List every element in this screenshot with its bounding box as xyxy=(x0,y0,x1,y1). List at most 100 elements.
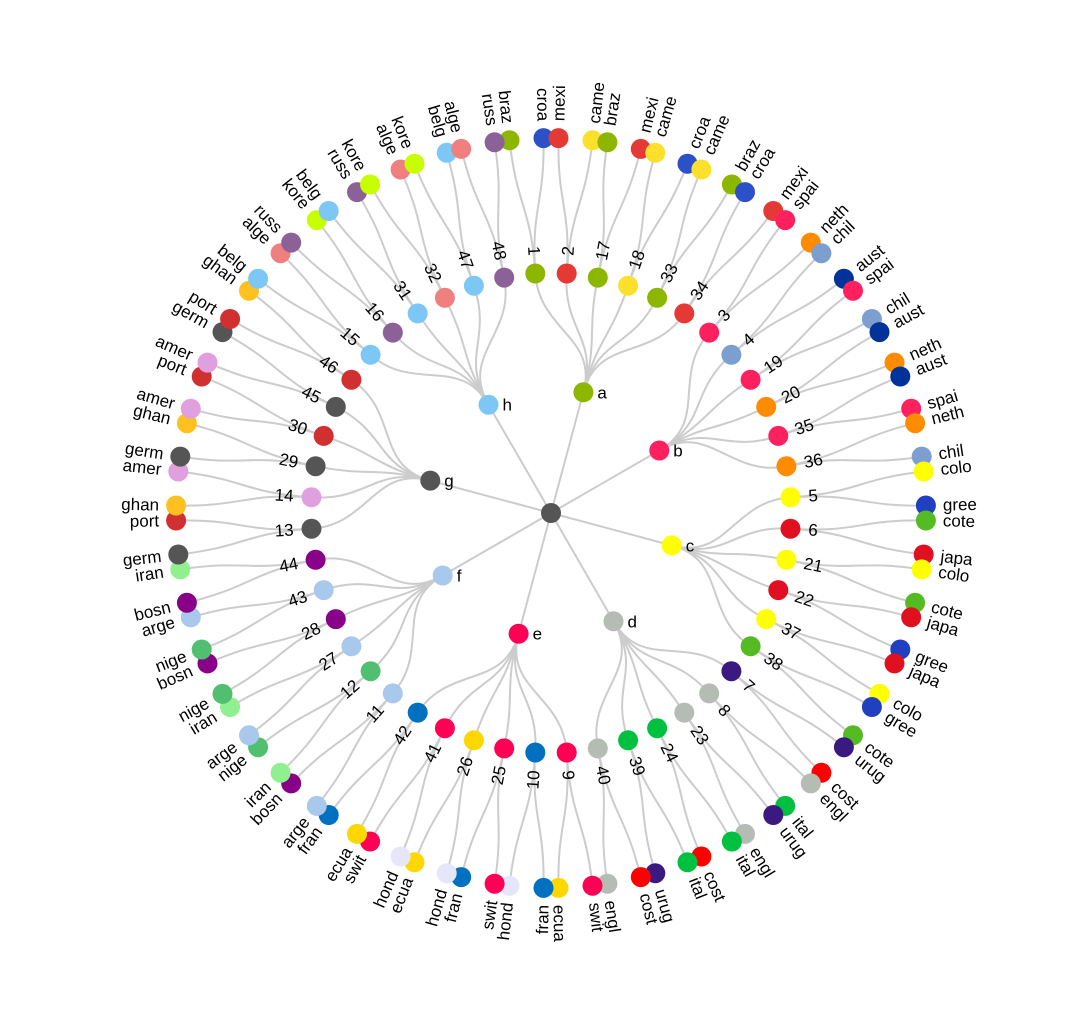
match-team-link xyxy=(229,645,352,708)
match-label-30: 30 xyxy=(286,415,310,439)
match-node-3 xyxy=(699,322,720,343)
match-team-link xyxy=(399,169,446,299)
match-team-link xyxy=(708,692,786,807)
team-label-amer: amer xyxy=(122,456,163,479)
match-label-9: 9 xyxy=(558,770,578,781)
team-node-aust xyxy=(869,322,890,343)
match-team-link xyxy=(493,142,506,278)
team-label-croa: croa xyxy=(533,88,553,122)
match-node-12 xyxy=(360,661,381,682)
match-team-link xyxy=(627,163,689,287)
team-node-came xyxy=(582,130,603,151)
match-node-6 xyxy=(780,518,801,539)
match-team-link xyxy=(180,558,316,571)
root-group-link xyxy=(550,512,615,622)
match-team-link xyxy=(460,748,506,878)
match-node-17 xyxy=(587,267,608,288)
match-node-34 xyxy=(674,303,695,324)
match-team-link xyxy=(508,752,537,886)
team-node-croa xyxy=(735,182,755,203)
match-node-26 xyxy=(463,730,484,751)
match-label-28: 28 xyxy=(298,619,323,644)
root-node xyxy=(541,503,561,523)
group-match-link xyxy=(612,620,710,695)
match-label-45: 45 xyxy=(298,382,323,407)
team-label-braz: braz xyxy=(601,91,625,127)
group-match-link xyxy=(612,620,733,672)
team-node-swit xyxy=(484,873,505,894)
team-node-hond xyxy=(436,863,457,884)
match-label-14: 14 xyxy=(274,485,294,505)
team-label-ecua: ecua xyxy=(549,905,569,943)
root-group-link xyxy=(550,449,660,514)
team-node-colo xyxy=(913,461,934,482)
team-node-amer xyxy=(168,461,189,482)
group-node-h xyxy=(478,394,499,415)
match-node-5 xyxy=(780,487,801,508)
team-node-gree xyxy=(861,697,882,717)
match-team-link xyxy=(207,361,337,408)
group-node-a xyxy=(573,382,594,403)
team-node-alge xyxy=(451,138,472,159)
team-node-chil xyxy=(911,446,932,467)
match-label-32: 32 xyxy=(420,260,445,285)
match-label-33: 33 xyxy=(657,260,682,285)
match-team-link xyxy=(508,140,537,274)
match-node-35 xyxy=(768,425,789,446)
team-node-cote xyxy=(915,510,936,531)
match-node-8 xyxy=(699,683,720,704)
match-node-41 xyxy=(434,718,455,739)
match-label-43: 43 xyxy=(286,587,310,611)
team-node-belg xyxy=(248,268,269,289)
team-label-iran: iran xyxy=(134,563,165,586)
group-match-link xyxy=(369,354,490,406)
group-node-d xyxy=(603,611,624,632)
match-node-1 xyxy=(525,263,546,284)
match-team-link xyxy=(790,495,926,507)
match-team-link xyxy=(186,558,316,604)
group-match-link xyxy=(534,273,587,393)
match-team-link xyxy=(708,692,812,785)
match-team-link xyxy=(279,670,372,774)
team-node-belg xyxy=(318,201,339,221)
match-node-32 xyxy=(434,287,455,308)
match-team-link xyxy=(708,241,812,334)
match-node-2 xyxy=(556,263,577,284)
group-match-link xyxy=(658,354,733,452)
match-node-4 xyxy=(721,344,742,365)
match-team-link xyxy=(201,375,325,437)
team-node-braz xyxy=(597,132,618,153)
group-match-link xyxy=(515,633,568,753)
team-node-port xyxy=(220,309,241,329)
team-node-arge xyxy=(306,795,327,816)
team-node-came xyxy=(645,142,666,163)
match-label-22: 22 xyxy=(792,587,816,611)
team-node-came xyxy=(691,159,712,180)
group-match-link xyxy=(311,477,431,530)
match-node-36 xyxy=(776,456,797,477)
team-label-swit: swit xyxy=(585,902,607,933)
group-match-link xyxy=(335,406,431,482)
match-team-link xyxy=(627,739,689,863)
team-node-croa xyxy=(533,128,554,149)
group-match-link xyxy=(479,277,507,406)
match-node-22 xyxy=(768,580,789,601)
group-match-link xyxy=(350,378,431,482)
match-team-link xyxy=(656,169,703,299)
match-label-26: 26 xyxy=(453,754,477,778)
match-team-link xyxy=(750,318,873,381)
match-team-link xyxy=(180,455,316,468)
match-node-43 xyxy=(313,580,334,601)
match-node-23 xyxy=(674,702,695,723)
match-node-16 xyxy=(382,322,403,343)
match-team-link xyxy=(229,318,352,381)
match-label-40: 40 xyxy=(592,764,614,786)
team-node-amer xyxy=(197,352,218,373)
match-label-10: 10 xyxy=(523,770,543,790)
match-team-link xyxy=(190,407,325,437)
team-node-japa xyxy=(913,544,934,565)
root-group-link xyxy=(487,404,552,514)
group-match-link xyxy=(315,557,444,585)
